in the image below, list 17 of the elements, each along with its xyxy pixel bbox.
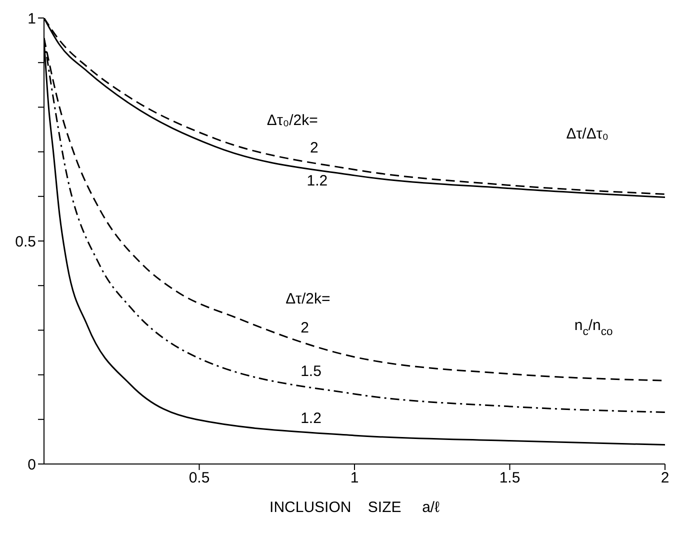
annotation: Δτ₀/2k=	[266, 112, 318, 130]
series-label: 1.2	[300, 410, 322, 428]
y-tick-label: 0	[28, 456, 36, 474]
series-label: 1.5	[300, 362, 322, 380]
series-label: 2	[300, 320, 309, 337]
y-tick-label: 1	[28, 10, 36, 28]
x-tick-label: 0.5	[188, 470, 210, 487]
series-label: 1.2	[306, 172, 328, 190]
series-label: 2	[310, 140, 318, 157]
x-tick-label: 1	[350, 470, 359, 487]
x-axis-title: INCLUSION SIZE a/ℓ	[270, 499, 440, 516]
y-tick-label: 0.5	[15, 233, 36, 250]
x-tick-label: 1.5	[499, 470, 520, 487]
annotation: Δτ/Δτ₀	[566, 125, 609, 142]
annotation: Δτ/2k=	[286, 290, 331, 308]
annotation: n$_{c}$/n$_{co}$	[574, 317, 613, 338]
x-tick-label: 2	[660, 470, 670, 487]
